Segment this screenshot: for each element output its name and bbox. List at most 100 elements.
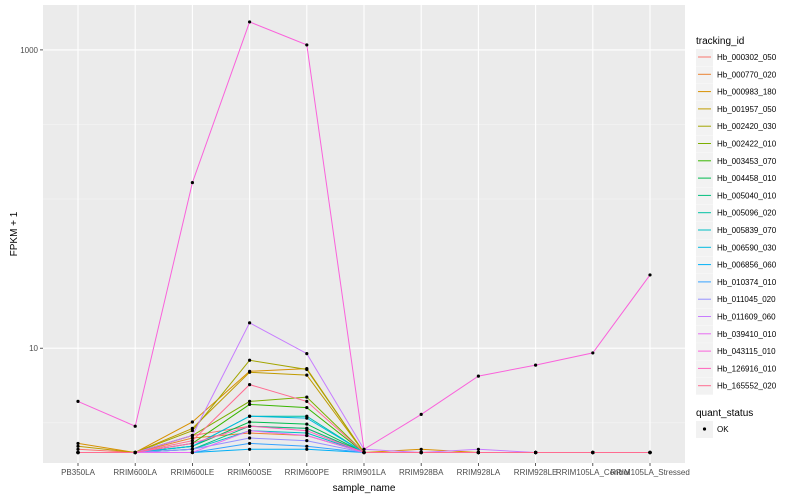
data-point — [305, 447, 309, 451]
legend: tracking_id Hb_000302_050 Hb_000770_020 Hb… — [696, 36, 777, 438]
data-point — [305, 367, 309, 372]
data-point — [190, 441, 194, 446]
legend-label: Hb_003453_070 — [717, 157, 777, 166]
legend-label: Hb_006856_060 — [717, 261, 777, 270]
data-point — [248, 441, 252, 446]
legend-label: Hb_002420_030 — [717, 122, 777, 131]
data-point — [591, 450, 595, 455]
legend-label: Hb_000983_180 — [717, 88, 777, 97]
data-point — [591, 351, 595, 355]
data-point — [76, 444, 80, 448]
legend-label: Hb_039410_010 — [717, 330, 777, 339]
x-tick-label: RRIM928LA — [457, 468, 501, 477]
data-point — [248, 321, 252, 325]
data-point — [190, 433, 194, 438]
data-point — [534, 363, 538, 367]
legend-label: Hb_000770_020 — [717, 70, 777, 79]
y-tick-label: 10 — [29, 344, 38, 353]
data-point — [534, 450, 538, 455]
x-tick-label: RRIM928LE — [514, 468, 558, 477]
data-point — [248, 431, 252, 435]
quant-status-label: OK — [717, 425, 729, 434]
data-point — [190, 439, 194, 443]
legend-label: Hb_126916_010 — [717, 364, 777, 373]
legend-label: Hb_043115_010 — [717, 347, 776, 356]
data-point — [248, 383, 252, 387]
data-point — [305, 43, 309, 47]
data-point — [476, 374, 480, 378]
data-point — [248, 429, 252, 433]
x-tick-label: RRIM600LA — [113, 468, 157, 477]
y-axis-ticks: 10 1000 — [20, 46, 43, 353]
x-tick-label: PB350LA — [61, 468, 95, 477]
legend-label: Hb_004458_010 — [717, 174, 777, 183]
legend-label: Hb_005839_070 — [717, 226, 777, 235]
x-tick-label: RRIM901LA — [342, 468, 386, 477]
legend-label: Hb_005040_010 — [717, 191, 777, 200]
data-point — [305, 422, 309, 426]
legend-label: Hb_165552_020 — [717, 382, 777, 391]
x-axis-ticks: PB350LA RRIM600LA RRIM600LE RRIM600SE RRIM60… — [61, 463, 690, 477]
data-point — [648, 273, 652, 277]
data-point — [305, 433, 309, 438]
data-point — [362, 447, 366, 451]
x-axis-title: sample_name — [333, 483, 396, 494]
legend-label: Hb_011045_020 — [717, 295, 776, 304]
data-point — [248, 420, 252, 424]
data-point — [419, 412, 423, 416]
y-axis-title: FPKM + 1 — [9, 211, 20, 256]
x-tick-label: RRIM600PE — [285, 468, 329, 477]
x-tick-label: RRIM105LA_Control — [556, 468, 630, 477]
data-point — [476, 447, 480, 451]
data-point — [248, 436, 252, 440]
data-point — [76, 441, 80, 446]
legend-label: Hb_011609_060 — [717, 313, 776, 322]
quant-status-legend-title: quant_status — [696, 408, 753, 419]
data-point — [76, 447, 80, 451]
legend-label: Hb_010374_010 — [717, 278, 777, 287]
y-tick-label: 1000 — [20, 46, 38, 55]
data-point — [305, 352, 309, 356]
data-point — [248, 358, 252, 362]
data-point — [248, 447, 252, 451]
data-point — [248, 20, 252, 24]
legend-label: Hb_001957_050 — [717, 105, 777, 114]
x-tick-label: RRIM928BA — [399, 468, 444, 477]
legend-title: tracking_id — [696, 36, 744, 47]
data-point — [305, 429, 309, 433]
data-point — [305, 373, 309, 377]
data-point — [133, 450, 137, 455]
legend-label: Hb_005096_020 — [717, 209, 777, 218]
data-point — [248, 402, 252, 407]
data-point — [76, 399, 80, 403]
legend-label: Hb_006590_030 — [717, 243, 777, 252]
major-gridlines — [43, 5, 685, 463]
x-tick-label: RRIM600SE — [227, 468, 271, 477]
legend-point-icon — [702, 427, 707, 431]
data-point — [305, 416, 309, 420]
data-point — [190, 447, 194, 451]
data-point — [190, 429, 194, 433]
data-point — [248, 414, 252, 418]
data-point — [305, 395, 309, 399]
data-point — [419, 447, 423, 451]
x-tick-label: RRIM105LA_Stressed — [610, 468, 690, 477]
data-point — [76, 450, 80, 455]
data-point — [476, 450, 480, 455]
data-point — [305, 439, 309, 443]
data-point — [305, 444, 309, 448]
data-point — [248, 370, 252, 374]
data-point — [648, 450, 652, 455]
series-points — [76, 20, 652, 455]
data-point — [305, 431, 309, 435]
data-point — [190, 420, 194, 424]
data-point — [362, 450, 366, 455]
data-point — [190, 450, 194, 455]
data-point — [190, 180, 194, 185]
data-point — [190, 444, 194, 448]
data-point — [248, 399, 252, 403]
data-point — [190, 426, 194, 431]
x-tick-label: RRIM600LE — [171, 468, 215, 477]
data-point — [248, 424, 252, 428]
